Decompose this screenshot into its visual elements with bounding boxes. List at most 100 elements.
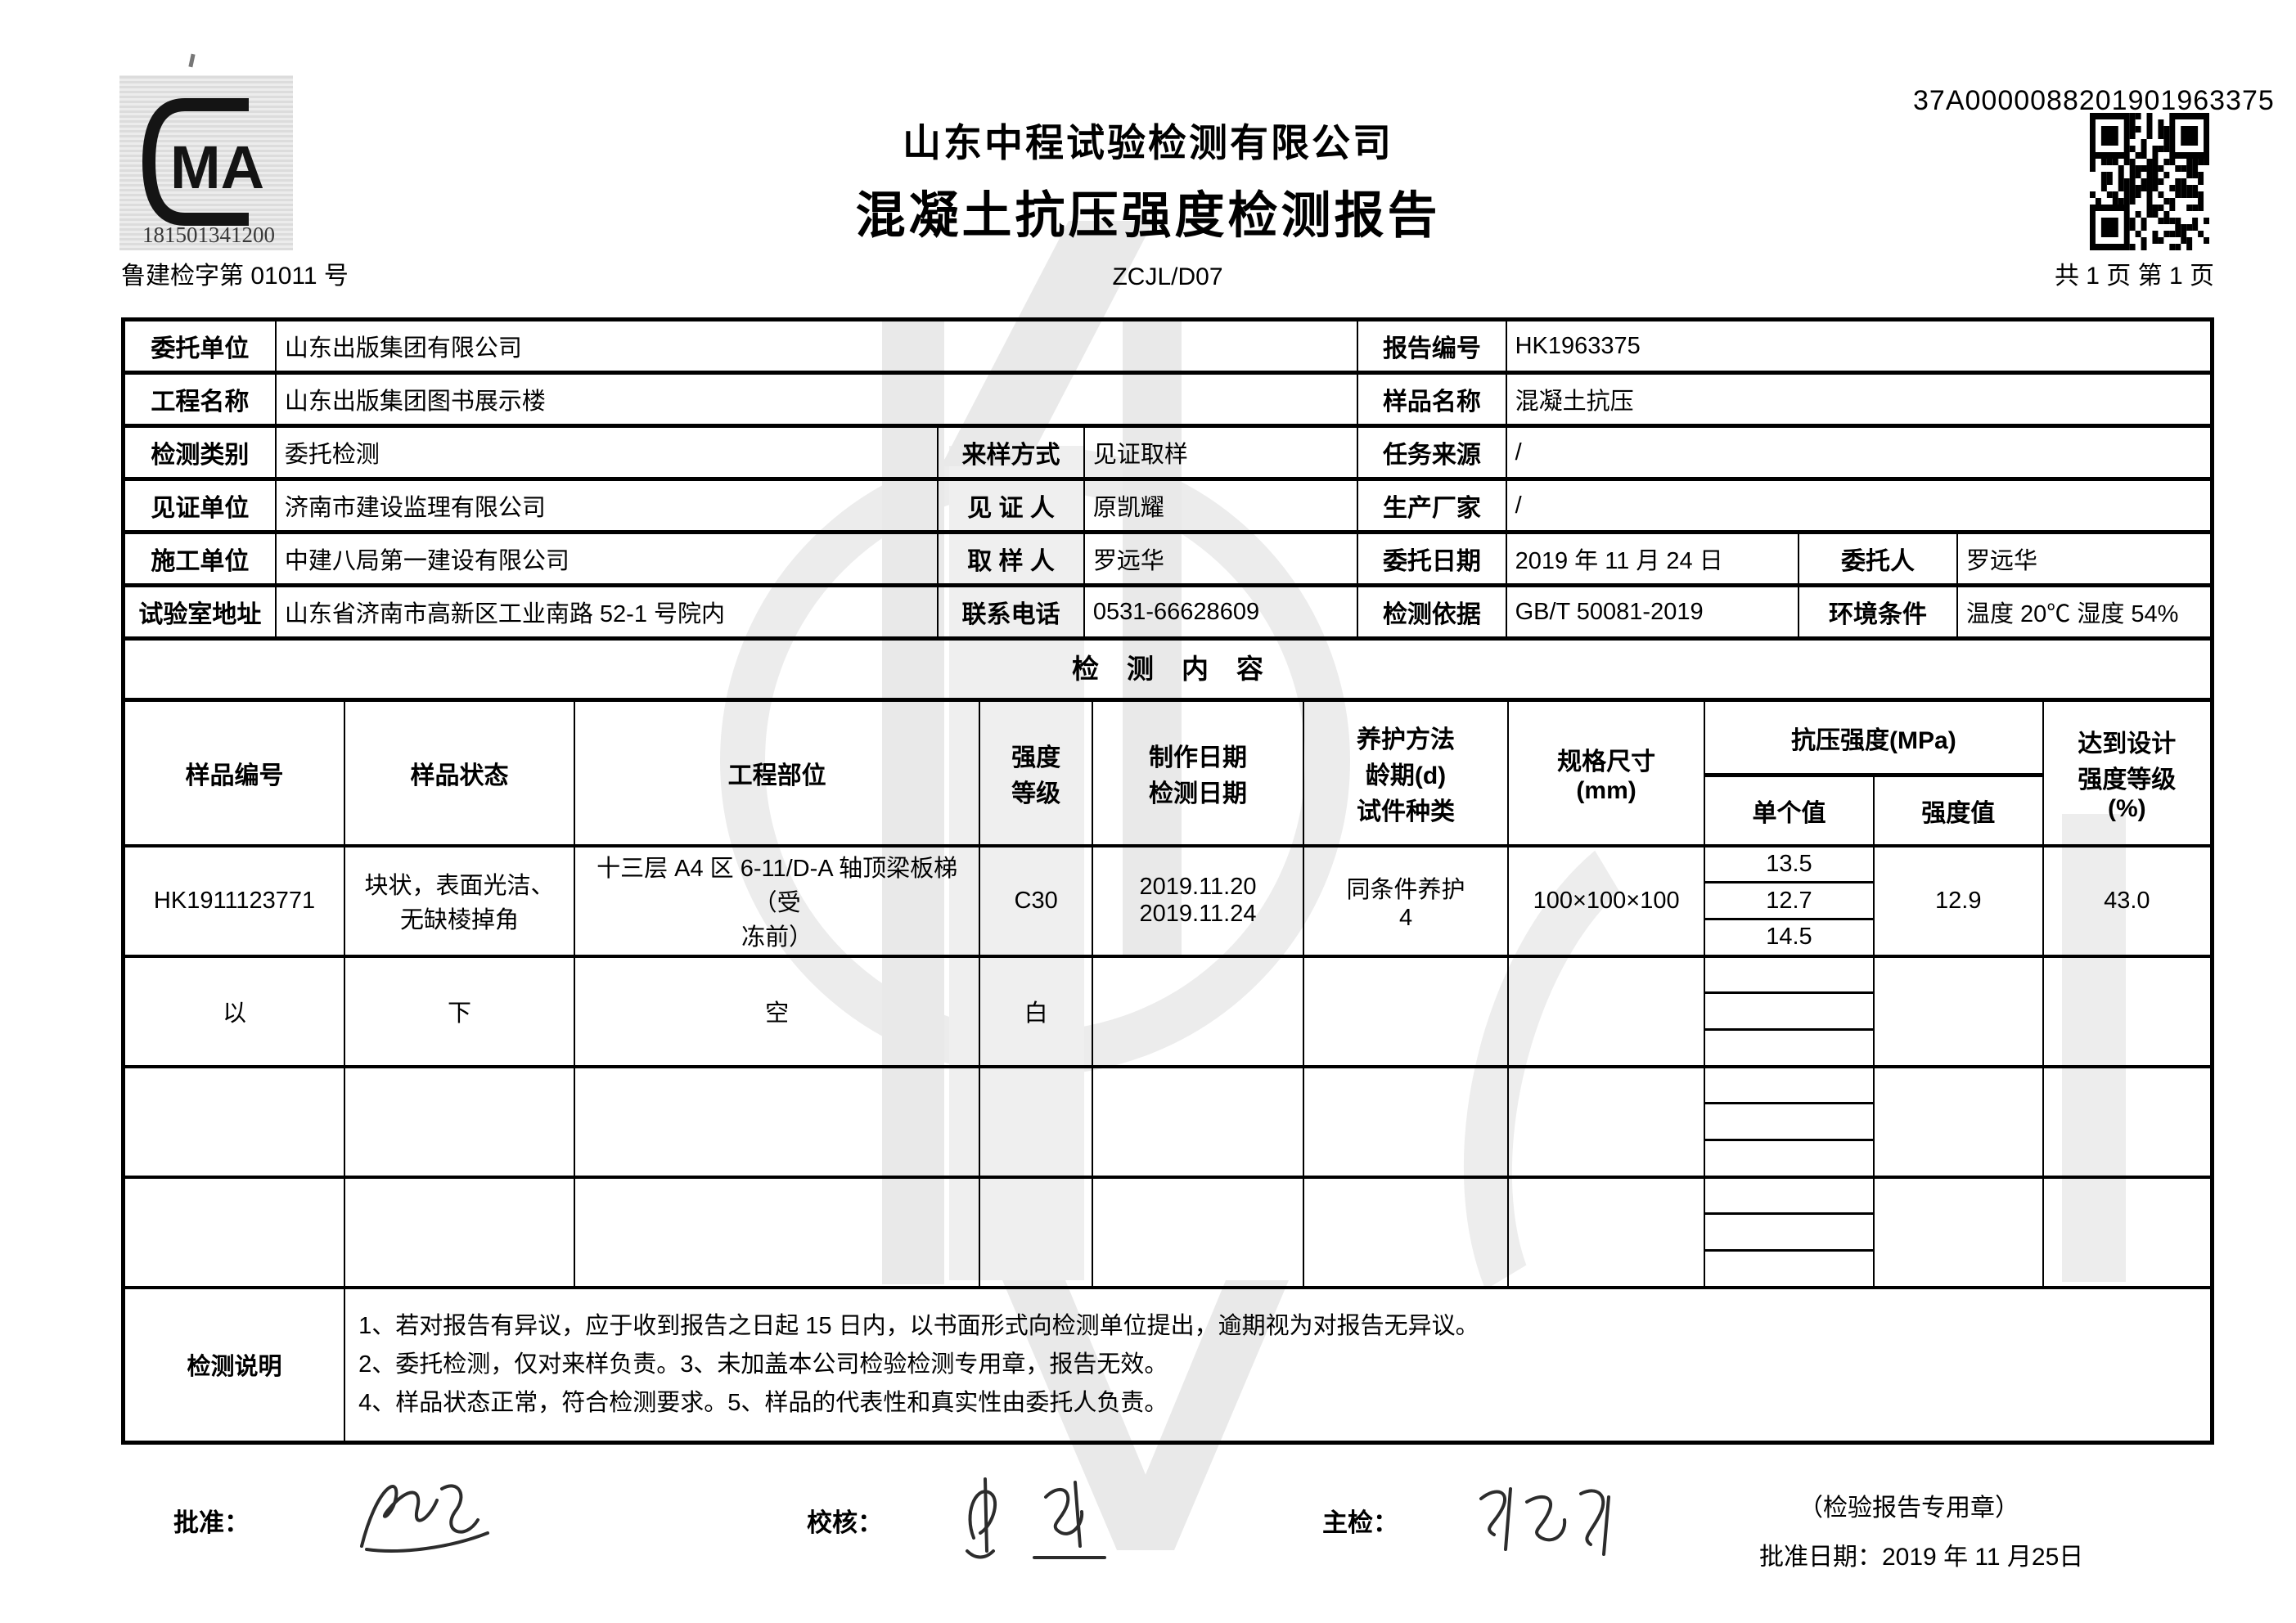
label-manufacturer: 生产厂家 bbox=[1357, 477, 1507, 534]
cell-sample-no: 以 bbox=[122, 954, 346, 1068]
value-commissioner: 罗远华 bbox=[1956, 530, 2213, 587]
label-phone: 联系电话 bbox=[937, 583, 1085, 641]
value-environment: 温度 20℃ 湿度 54% bbox=[1956, 583, 2213, 641]
cell-curing bbox=[1302, 954, 1510, 1068]
doc-code: ZCJL/D07 bbox=[1112, 263, 1223, 290]
value-client: 山东出版集团有限公司 bbox=[274, 317, 1359, 375]
label-sampler: 取 样 人 bbox=[937, 530, 1085, 587]
cell-strength-grade: C30 bbox=[979, 843, 1094, 957]
subheader-row: 鲁建检字第 01011 号 ZCJL/D07 共 1 页 第 1 页 bbox=[121, 259, 2214, 291]
cell-strength-value: 12.9 bbox=[1872, 843, 2044, 957]
col-curing: 养护方法 龄期(d) 试件种类 bbox=[1302, 698, 1510, 847]
info-row-witness: 见证单位 济南市建设监理有限公司 见 证 人 原凯耀 生产厂家 / bbox=[122, 477, 2213, 534]
value-lab-address: 山东省济南市高新区工业南路 52-1 号院内 bbox=[274, 583, 939, 641]
table-subrow bbox=[124, 1212, 2213, 1252]
label-commission-date: 委托日期 bbox=[1357, 530, 1507, 587]
cma-letters-text: MA bbox=[170, 133, 264, 201]
seal-note: （检验报告专用章） bbox=[1799, 1495, 2019, 1522]
cell-sample-state: 下 bbox=[344, 954, 575, 1068]
chief-label: 主检： bbox=[1322, 1508, 1398, 1537]
col-strength-value: 强度值 bbox=[1872, 773, 2044, 847]
label-test-basis: 检测依据 bbox=[1357, 583, 1507, 641]
cell-design-pct: 43.0 bbox=[2042, 843, 2213, 957]
note-line: 2、委托检测，仅对来样负责。3、未加盖本公司检验检测专用章，报告无效。 bbox=[358, 1351, 1168, 1378]
table-row: HK1911123771 块状，表面光洁、 无缺棱掉角 十三层 A4 区 6-1… bbox=[122, 843, 2213, 957]
check-label: 校核： bbox=[807, 1508, 883, 1537]
cell-curing: 同条件养护 4 bbox=[1302, 843, 1510, 957]
cell-single-value: 14.5 bbox=[1704, 918, 1875, 957]
section-title: 检测内容 bbox=[121, 641, 2214, 698]
label-lab-address: 试验室地址 bbox=[122, 583, 277, 641]
table-row bbox=[122, 1175, 2213, 1288]
cell-sample-no: HK1911123771 bbox=[122, 843, 346, 957]
col-sample-no: 样品编号 bbox=[122, 698, 346, 847]
notes-label: 检测说明 bbox=[122, 1285, 346, 1444]
qr-finder-patterns bbox=[2090, 113, 2209, 250]
value-sampling-method: 见证取样 bbox=[1083, 424, 1359, 481]
note-line: 1、若对报告有异议，应于收到报告之日起 15 日内，以书面形式向检测单位提出，逾… bbox=[358, 1312, 1479, 1339]
label-commissioner: 委托人 bbox=[1797, 530, 1958, 587]
value-phone: 0531-66628609 bbox=[1083, 583, 1359, 641]
col-sample-state: 样品状态 bbox=[344, 698, 575, 847]
cell-single-value bbox=[1704, 954, 1875, 994]
value-report-no: HK1963375 bbox=[1505, 317, 2213, 375]
cma-c-glyph bbox=[142, 98, 249, 226]
label-witness-unit: 见证单位 bbox=[122, 477, 277, 534]
value-constructor: 中建八局第一建设有限公司 bbox=[274, 530, 939, 587]
label-sample-name: 样品名称 bbox=[1357, 371, 1507, 428]
value-test-basis: GB/T 50081-2019 bbox=[1505, 583, 1799, 641]
cell-dates bbox=[1092, 954, 1304, 1068]
info-row-client: 委托单位 山东出版集团有限公司 报告编号 HK1963375 bbox=[122, 317, 2213, 375]
cma-number-text: 181501341200 bbox=[142, 223, 275, 247]
cell-project-part: 十三层 A4 区 6-11/D-A 轴顶梁板梯（受 冻前） bbox=[573, 843, 981, 957]
table-row: 以 下 空 白 bbox=[122, 954, 2213, 1068]
qr-modules bbox=[2090, 113, 2209, 250]
cell-dates: 2019.11.20 2019.11.24 bbox=[1092, 843, 1304, 957]
value-manufacturer: / bbox=[1505, 477, 2213, 534]
table-subrow bbox=[124, 1028, 2213, 1068]
document-body: 鲁建检字第 01011 号 ZCJL/D07 共 1 页 第 1 页 委托单位 … bbox=[121, 259, 2214, 1445]
company-name: 山东中程试验检测有限公司 bbox=[903, 121, 1393, 164]
table-row bbox=[122, 1064, 2213, 1178]
value-witness-person: 原凯耀 bbox=[1083, 477, 1359, 534]
col-project-part: 工程部位 bbox=[573, 698, 981, 847]
report-title: 混凝土抗压强度检测报告 bbox=[855, 187, 1441, 243]
cell-design-pct bbox=[2042, 954, 2213, 1068]
label-report-no: 报告编号 bbox=[1357, 317, 1507, 375]
header-row-2: 单个值 强度值 bbox=[124, 773, 2213, 847]
cell-project-part: 空 bbox=[573, 954, 981, 1068]
label-environment: 环境条件 bbox=[1797, 583, 1958, 641]
cell-size: 100×100×100 bbox=[1507, 843, 1706, 957]
table-subrow: 12.7 bbox=[124, 881, 2213, 920]
col-size: 规格尺寸 (mm) bbox=[1507, 698, 1706, 847]
cell-sample-state: 块状，表面光洁、 无缺棱掉角 bbox=[344, 843, 575, 957]
serial-number: 37A0000088201901963375 bbox=[1913, 85, 2275, 116]
qr-code bbox=[2090, 113, 2209, 250]
cell-strength-grade: 白 bbox=[979, 954, 1094, 1068]
cell-single-value bbox=[1704, 991, 1875, 1031]
check-signature bbox=[949, 1466, 1146, 1576]
cell-single-value bbox=[1704, 1028, 1875, 1068]
info-row-lab: 试验室地址 山东省济南市高新区工业南路 52-1 号院内 联系电话 0531-6… bbox=[122, 583, 2213, 641]
col-dates: 制作日期 检测日期 bbox=[1092, 698, 1304, 847]
info-row-constructor: 施工单位 中建八局第一建设有限公司 取 样 人 罗远华 委托日期 2019 年 … bbox=[122, 530, 2213, 587]
cell-size bbox=[1507, 954, 1706, 1068]
header-row-1: 样品编号 样品状态 工程部位 强度 等级 制作日期 检测日期 养护方法 龄期(d… bbox=[122, 698, 2213, 847]
notes-body: 1、若对报告有异议，应于收到报告之日起 15 日内，以书面形式向检测单位提出，逾… bbox=[344, 1285, 2213, 1444]
approve-label: 批准： bbox=[173, 1508, 250, 1537]
certificate-number: 鲁建检字第 01011 号 bbox=[121, 263, 349, 290]
table-subrow: 14.5 bbox=[124, 918, 2213, 957]
value-sampler: 罗远华 bbox=[1083, 530, 1359, 587]
info-row-test-type: 检测类别 委托检测 来样方式 见证取样 任务来源 / bbox=[122, 424, 2213, 481]
chief-signature bbox=[1465, 1471, 1653, 1569]
col-strength-grade: 强度 等级 bbox=[979, 698, 1094, 847]
label-constructor: 施工单位 bbox=[122, 530, 277, 587]
table-subrow bbox=[124, 1102, 2213, 1141]
value-sample-name: 混凝土抗压 bbox=[1505, 371, 2213, 428]
table-subrow bbox=[124, 1139, 2213, 1178]
value-witness-unit: 济南市建设监理有限公司 bbox=[274, 477, 939, 534]
label-sampling-method: 来样方式 bbox=[937, 424, 1085, 481]
label-client: 委托单位 bbox=[122, 317, 277, 375]
page-info: 共 1 页 第 1 页 bbox=[2054, 263, 2214, 290]
